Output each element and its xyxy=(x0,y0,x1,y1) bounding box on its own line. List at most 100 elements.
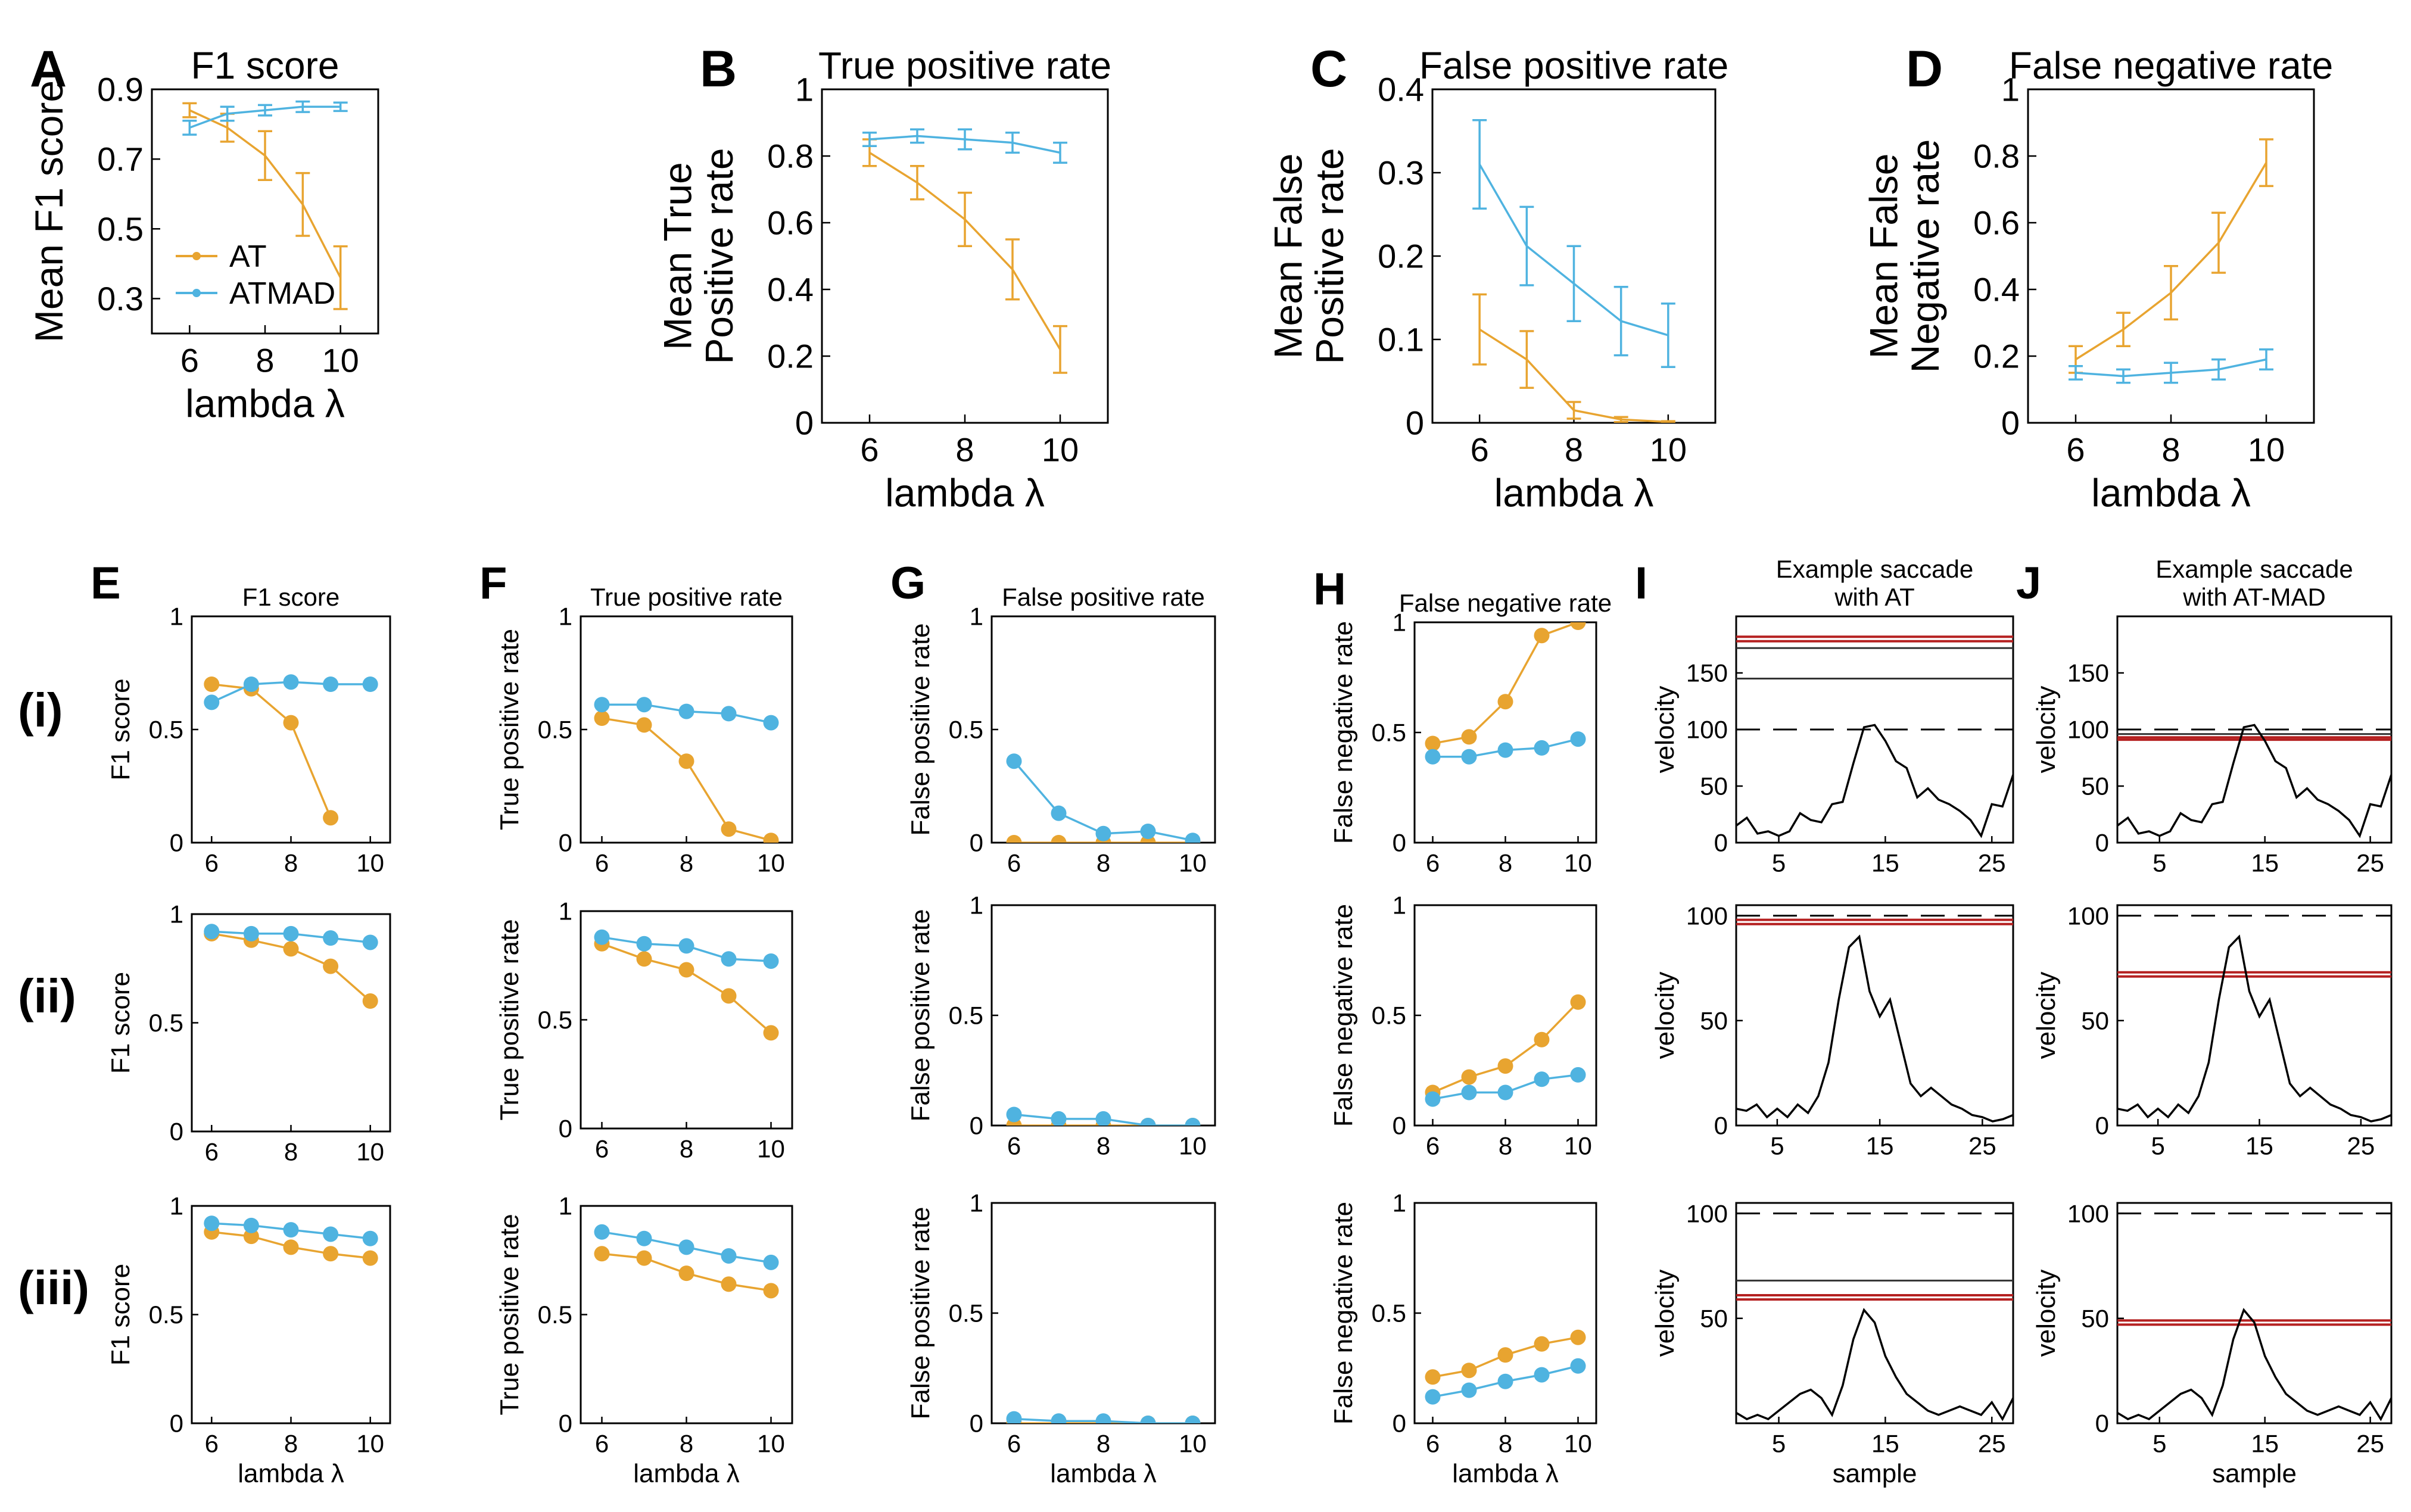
data-point-atmad xyxy=(678,938,694,954)
y-axis-label: True positive rate xyxy=(495,919,524,1120)
data-point-at xyxy=(763,1283,779,1299)
x-tick-label: 10 xyxy=(356,1429,384,1457)
y-tick-label: 0 xyxy=(1406,404,1424,442)
plot-area xyxy=(204,1215,378,1266)
data-point-atmad xyxy=(1006,1411,1022,1423)
y-tick-label: 0.4 xyxy=(1973,271,2020,308)
x-tick-label: 6 xyxy=(205,849,219,877)
y-tick-label: 0 xyxy=(1393,829,1406,857)
axes-box xyxy=(1413,1202,1597,1424)
x-tick-label: 6 xyxy=(1471,431,1489,468)
plot-area xyxy=(1006,1106,1201,1126)
y-tick-label: 1 xyxy=(970,603,983,631)
y-tick-label: 1 xyxy=(170,603,183,631)
plot-area xyxy=(1425,622,1586,765)
y-tick-label: 0.3 xyxy=(97,280,144,317)
data-point-atmad xyxy=(1461,1084,1477,1101)
x-tick-label: 10 xyxy=(757,1134,785,1162)
y-axis-label: velocity xyxy=(2032,1270,2061,1357)
data-point-at xyxy=(283,715,299,731)
y-tick-label: 0 xyxy=(170,829,183,857)
data-point-atmad xyxy=(594,929,610,945)
y-tick-label: 0.5 xyxy=(538,716,572,744)
y-axis-label: True positive rate xyxy=(495,629,524,830)
y-tick-label: 50 xyxy=(1700,1305,1728,1333)
y-tick-label: 0.5 xyxy=(1372,1002,1406,1030)
row-labels: (i) (ii) (iii) xyxy=(18,684,89,1314)
series-line-at xyxy=(1432,622,1579,745)
y-axis-label: False negative rate xyxy=(1329,904,1358,1127)
plot-area xyxy=(2117,1212,2391,1421)
series-line-at xyxy=(601,943,772,1034)
data-point-atmad xyxy=(362,934,378,950)
axes-box xyxy=(2116,904,2393,1127)
x-tick-label: 15 xyxy=(2251,1429,2279,1457)
y-tick-label: 0 xyxy=(1714,1112,1728,1140)
y-tick-label: 150 xyxy=(2067,659,2109,687)
y-axis-label: Mean False xyxy=(1266,154,1310,359)
panel-letter-g: G xyxy=(890,558,926,609)
plot-area xyxy=(1472,119,1675,423)
x-tick-label: 6 xyxy=(595,1134,609,1162)
y-axis-label: Mean F1 score xyxy=(27,80,71,342)
y-axis-label: velocity xyxy=(2032,972,2061,1059)
x-tick-label: 8 xyxy=(680,1134,693,1162)
data-point-atmad xyxy=(1095,825,1111,841)
chart-h2: 0 0.5 1 6 8 10 False negative rate xyxy=(1329,891,1597,1159)
x-tick-label: 6 xyxy=(595,849,609,877)
data-point-at xyxy=(763,1025,779,1041)
x-tick-label: 6 xyxy=(1007,1131,1021,1159)
data-point-atmad xyxy=(721,1248,737,1264)
y-axis-label: Negative rate xyxy=(1903,139,1947,373)
y-tick-label: 100 xyxy=(1686,716,1728,744)
y-tick-label: 0 xyxy=(1714,829,1728,857)
data-point-atmad xyxy=(243,1217,259,1233)
y-tick-label: 0 xyxy=(970,1410,983,1438)
data-point-at xyxy=(1497,694,1513,710)
x-axis-label: lambda λ xyxy=(633,1459,740,1488)
x-tick-label: 6 xyxy=(205,1429,219,1457)
data-point-at xyxy=(362,1250,378,1266)
chart-g1: 0 0.5 1 6 8 10 False positive rate False positi… xyxy=(890,558,1216,877)
x-tick-label: 8 xyxy=(284,1137,298,1165)
y-tick-label: 1 xyxy=(970,891,983,919)
x-tick-label: 15 xyxy=(1871,1429,1899,1457)
x-tick-label: 25 xyxy=(2356,849,2384,877)
velocity-trace xyxy=(2117,724,2391,838)
data-point-atmad xyxy=(1006,753,1022,769)
x-tick-label: 25 xyxy=(2356,1429,2384,1457)
x-tick-label: 10 xyxy=(1179,849,1207,877)
x-tick-label: 8 xyxy=(1097,1131,1110,1159)
x-tick-label: 6 xyxy=(860,431,879,468)
x-tick-label: 25 xyxy=(1978,849,2006,877)
plot-area xyxy=(1736,1212,2013,1421)
data-point-at xyxy=(594,1246,610,1262)
y-tick-label: 0.5 xyxy=(538,1006,572,1034)
y-tick-label: 50 xyxy=(2081,1007,2109,1035)
x-axis-label: lambda λ xyxy=(238,1459,344,1488)
x-tick-label: 5 xyxy=(1772,849,1786,877)
data-point-atmad xyxy=(594,1224,610,1240)
chart-title: F1 score xyxy=(242,583,339,611)
x-tick-label: 10 xyxy=(2248,431,2285,468)
data-point-at xyxy=(1006,835,1022,843)
data-point-at xyxy=(1461,1069,1477,1085)
data-point-atmad xyxy=(243,925,259,942)
data-point-at xyxy=(283,1239,299,1255)
data-point-atmad xyxy=(362,1230,378,1246)
data-point-at xyxy=(678,1265,694,1282)
axes-box xyxy=(1735,904,2014,1127)
velocity-trace xyxy=(1736,1308,2013,1421)
y-tick-label: 50 xyxy=(2081,1305,2109,1333)
x-tick-label: 10 xyxy=(1564,1429,1592,1457)
plot-area xyxy=(1425,994,1586,1107)
data-point-atmad xyxy=(1006,1106,1022,1123)
data-point-atmad xyxy=(1534,740,1550,756)
data-point-at xyxy=(283,941,299,957)
chart-title: with AT xyxy=(1834,583,1915,611)
y-axis-label: Positive rate xyxy=(697,148,741,364)
chart-title: Example saccade xyxy=(2155,555,2353,583)
y-tick-label: 0 xyxy=(970,1112,983,1140)
y-tick-label: 0 xyxy=(970,829,983,857)
